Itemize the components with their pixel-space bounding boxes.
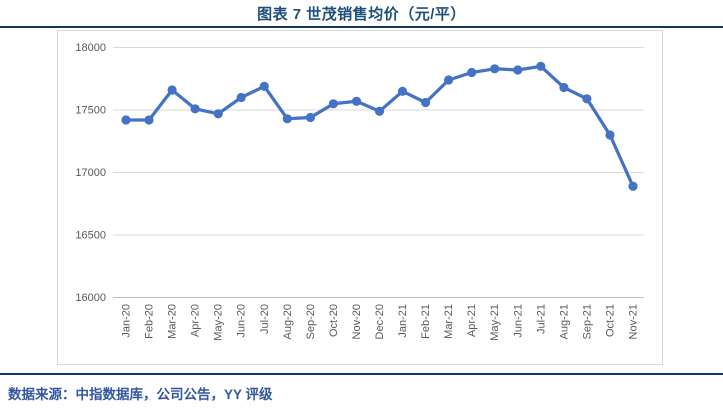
svg-text:Jul-21: Jul-21 <box>535 304 547 334</box>
svg-text:Jul-20: Jul-20 <box>259 304 271 334</box>
data-point <box>190 104 200 114</box>
svg-text:Sep-21: Sep-21 <box>581 304 593 339</box>
top-divider-rule <box>0 26 723 28</box>
svg-text:Nov-21: Nov-21 <box>628 304 640 339</box>
x-tick-labels: Jan-20 Feb-20 Mar-20 Apr-20 May-20 Jun-20 Jul-… <box>121 304 640 341</box>
svg-text:17000: 17000 <box>75 167 106 179</box>
chart-area: 16000 16500 17000 17500 18000 Jan-20 Feb-20 Mar… <box>57 30 663 365</box>
data-point <box>144 115 154 125</box>
data-point <box>351 96 362 106</box>
svg-text:Sep-20: Sep-20 <box>305 304 317 339</box>
data-point <box>259 81 269 91</box>
svg-text:18000: 18000 <box>75 42 106 54</box>
svg-text:Oct-21: Oct-21 <box>604 304 616 337</box>
chart-title: 图表 7 世茂销售均价（元/平） <box>257 6 466 23</box>
svg-text:Nov-20: Nov-20 <box>351 304 363 339</box>
data-point <box>444 75 454 85</box>
svg-text:16000: 16000 <box>75 292 106 304</box>
data-point <box>397 86 408 96</box>
svg-text:Oct-20: Oct-20 <box>328 304 340 337</box>
bottom-divider-rule <box>0 373 723 375</box>
data-point <box>559 82 569 93</box>
data-point <box>121 115 131 125</box>
svg-text:Aug-20: Aug-20 <box>282 304 294 339</box>
data-point <box>213 109 223 119</box>
svg-text:Feb-20: Feb-20 <box>144 304 156 339</box>
svg-text:17500: 17500 <box>75 105 106 117</box>
line-chart-svg: 16000 16500 17000 17500 18000 Jan-20 Feb-20 Mar… <box>75 42 644 341</box>
svg-text:Apr-21: Apr-21 <box>466 304 478 337</box>
svg-text:Jun-20: Jun-20 <box>236 304 248 338</box>
y-tick-labels: 16000 16500 17000 17500 18000 <box>75 42 106 304</box>
svg-text:Jun-21: Jun-21 <box>512 304 524 338</box>
svg-text:Jan-20: Jan-20 <box>121 304 133 338</box>
svg-text:Jan-21: Jan-21 <box>397 304 409 338</box>
data-point <box>490 64 500 74</box>
data-point <box>328 99 338 109</box>
data-point <box>305 112 315 123</box>
svg-text:May-21: May-21 <box>489 304 501 341</box>
data-point <box>467 67 477 78</box>
data-point <box>513 65 523 75</box>
data-point <box>167 85 177 95</box>
svg-text:Dec-20: Dec-20 <box>374 304 386 339</box>
svg-text:Aug-21: Aug-21 <box>558 304 570 339</box>
data-point <box>628 181 638 191</box>
data-point <box>282 114 292 124</box>
data-point <box>421 97 431 108</box>
data-point-markers <box>121 61 638 191</box>
svg-text:Feb-21: Feb-21 <box>420 304 432 339</box>
data-point <box>374 106 385 116</box>
data-source-note: 数据来源：中指数据库，公司公告，YY 评级 <box>8 387 273 402</box>
svg-text:Apr-20: Apr-20 <box>190 304 202 337</box>
data-point <box>582 94 592 104</box>
svg-text:Mar-20: Mar-20 <box>167 304 179 339</box>
data-point <box>236 92 246 103</box>
svg-text:16500: 16500 <box>75 230 106 242</box>
svg-text:May-20: May-20 <box>213 304 225 341</box>
data-point <box>536 61 546 71</box>
svg-text:Mar-21: Mar-21 <box>443 304 455 339</box>
series-line <box>124 64 635 188</box>
data-point <box>605 130 615 140</box>
